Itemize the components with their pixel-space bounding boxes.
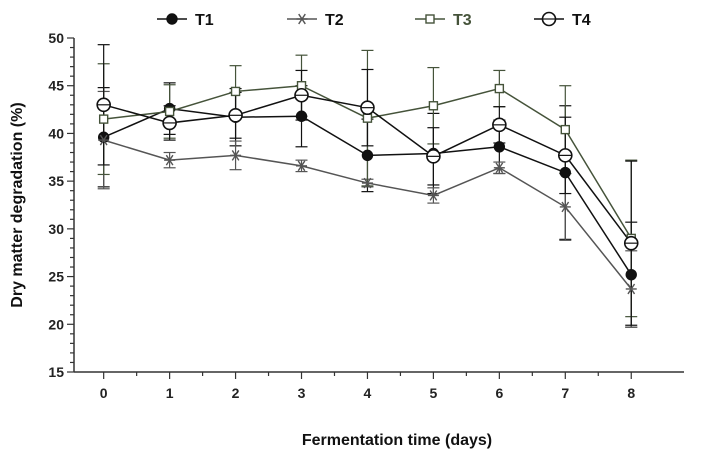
legend-label: T3 (453, 12, 472, 29)
legend-item-t4: T4 (534, 11, 591, 29)
x-tick-label: 0 (100, 385, 108, 401)
y-tick-label: 50 (48, 30, 64, 46)
legend-marker-t3 (425, 14, 435, 24)
legend-marker-t4 (541, 11, 557, 27)
data-point-t4 (426, 149, 441, 164)
legend-label: T2 (325, 12, 344, 29)
legend: T1 T2 T3 T4 (157, 11, 591, 29)
data-point-t3 (428, 101, 439, 111)
data-point-t1 (295, 110, 308, 122)
data-point-t4 (294, 87, 309, 103)
data-point-t4 (96, 97, 111, 113)
x-tick-label: 2 (232, 385, 240, 401)
y-tick-label: 25 (48, 269, 64, 285)
series-markers (96, 81, 639, 295)
x-tick-label: 3 (298, 385, 306, 401)
data-point-t2-d2 (429, 190, 438, 201)
x-tick-label: 7 (561, 385, 569, 401)
legend-marker-t2 (296, 13, 308, 25)
y-tick-label: 35 (48, 173, 64, 189)
data-point-t2-d2 (363, 177, 372, 189)
data-point-t2-d2 (495, 162, 504, 174)
data-point-t2 (625, 283, 637, 295)
x-tick-label: 1 (166, 385, 174, 401)
data-point-t2 (230, 150, 242, 161)
data-point-t1 (559, 166, 571, 179)
data-point-t1 (625, 268, 637, 281)
data-point-t3 (164, 106, 175, 117)
data-point-t2 (98, 134, 110, 146)
data-point-t2-d2 (627, 283, 636, 295)
x-tick-label: 5 (430, 385, 438, 401)
data-point-t1 (493, 141, 506, 153)
y-tick-label: 20 (48, 316, 64, 332)
legend-item-t1: T1 (157, 12, 214, 29)
data-point-t3 (560, 124, 570, 135)
data-point-t3 (494, 83, 505, 94)
x-tick-label: 6 (495, 385, 503, 401)
data-point-t2 (427, 190, 439, 201)
data-point-t1 (361, 149, 374, 162)
data-point-t2 (296, 160, 308, 172)
data-point-t4 (557, 148, 573, 163)
data-point-t2-d2 (165, 154, 174, 166)
data-point-t3 (362, 113, 373, 123)
legend-label: T4 (572, 12, 591, 29)
data-point-t2-d2 (297, 160, 306, 172)
legend-label: T1 (195, 12, 214, 29)
data-point-t2 (164, 154, 176, 166)
y-tick-label: 15 (48, 364, 64, 380)
data-point-t4 (228, 107, 243, 123)
x-tick-label: 4 (364, 385, 372, 401)
y-tick-label: 45 (48, 78, 64, 94)
data-point-t2 (559, 201, 571, 213)
legend-item-t3: T3 (415, 12, 472, 29)
data-point-t4 (360, 100, 375, 115)
data-point-t4 (492, 117, 507, 133)
data-point-t2-d2 (231, 150, 240, 161)
legend-item-t2: T2 (287, 12, 344, 29)
data-point-t2 (493, 162, 505, 174)
y-axis-title: Dry matter degradation (%) (9, 102, 26, 307)
data-point-t3 (98, 114, 109, 124)
data-point-t4 (162, 115, 177, 131)
x-tick-label: 8 (627, 385, 635, 401)
legend-marker-t1 (166, 13, 178, 25)
legend-marker-t2-d2 (298, 13, 306, 25)
data-point-t4 (623, 235, 639, 251)
y-tick-label: 40 (48, 125, 64, 141)
x-axis-title: Fermentation time (days) (302, 432, 492, 449)
data-point-t2 (361, 177, 373, 189)
error-bars (97, 44, 638, 328)
data-point-t3 (230, 86, 241, 97)
data-point-t2-d2 (99, 134, 108, 146)
y-tick-label: 30 (48, 221, 64, 237)
data-point-t2-d2 (561, 201, 570, 213)
